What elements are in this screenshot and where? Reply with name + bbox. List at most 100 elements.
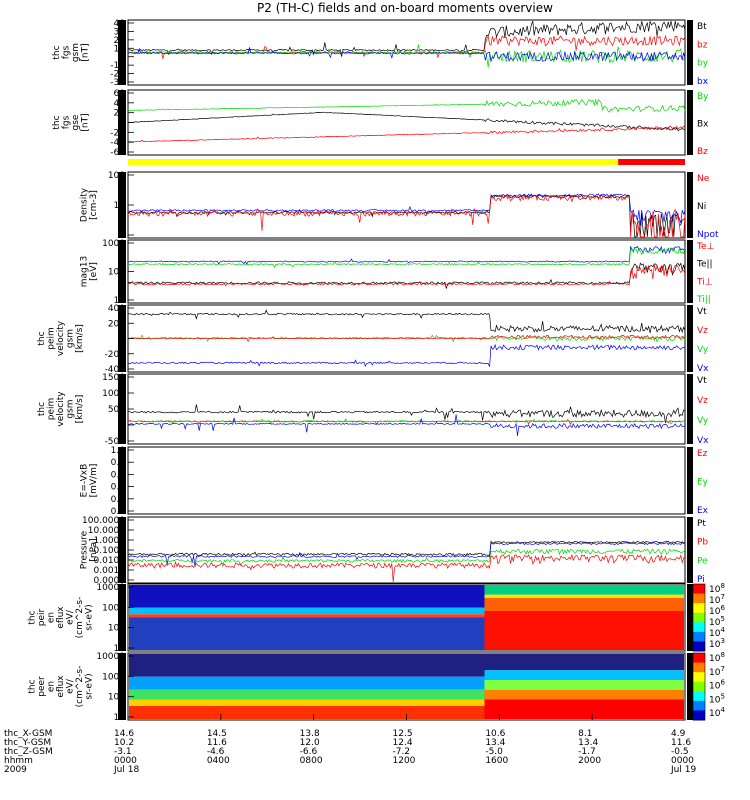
spectrogram-band (484, 689, 684, 700)
legend-entry: Ti⊥ (696, 277, 713, 287)
y-axis-label: mag13 [eV] (79, 256, 99, 287)
y-tick-label: -20 (110, 70, 125, 80)
legend-entry: Bt (697, 22, 707, 32)
y-axis-label-line: eflux (56, 675, 66, 698)
colorbar-segment (693, 593, 705, 604)
x-row-label: 2009 (4, 765, 27, 775)
x-axis-value: 13.4 (578, 738, 598, 748)
y-axis-label-line: mag13 (79, 256, 89, 287)
panel-9: 10810710610510410000100010010thcpeerenef… (28, 651, 726, 723)
y-tick-label: 1000 (102, 603, 125, 613)
x-axis-value: 8.1 (578, 729, 592, 739)
y-tick-label: -10 (110, 61, 125, 71)
y-tick-label: 1000 (102, 389, 125, 399)
y-axis-label-line: fgs (61, 115, 71, 129)
series-line-blue (127, 245, 686, 265)
series-line-green (127, 418, 686, 425)
spectrogram-band (129, 617, 486, 650)
y-tick-label: 500 (108, 405, 125, 415)
y-axis-label-line: sr-eV) (85, 604, 95, 630)
edge-block-left (118, 90, 126, 155)
y-axis-label-line: gse (71, 114, 81, 130)
series-line-black (127, 309, 686, 334)
x-axis-value: -6.6 (300, 747, 318, 757)
panel-3: Te⊥Te||Ti⊥Ti||100010010mag13[eV] (79, 239, 714, 306)
y-tick-label: 1500 (102, 373, 125, 383)
spectrogram-band (129, 585, 486, 608)
legend-entry: Vy (697, 345, 709, 355)
x-row-label: hhmm (4, 756, 33, 766)
y-axis-label-line: [eV] (89, 262, 99, 281)
panel-5: VtVzVyVx150010005000-500thcpeimvelocityg… (37, 373, 709, 447)
y-axis-label-line: (cm^2-s- (75, 666, 85, 708)
x-axis-value: 12.4 (393, 738, 413, 748)
y-axis-label-line: E=-VxB (79, 464, 89, 498)
y-tick-label: 10000 (96, 583, 125, 593)
x-axis-value: 2000 (578, 756, 601, 766)
edge-block-right (687, 653, 693, 720)
x-axis-value: 14.5 (207, 729, 227, 739)
panel-frame (127, 239, 686, 304)
y-tick-label: 0.0001 (94, 576, 126, 586)
x-axis-value: 1600 (485, 756, 508, 766)
panel-frame (127, 373, 686, 445)
x-row-label: thc_Z-GSM (4, 747, 53, 757)
y-axis-label-line: velocity (56, 391, 66, 427)
y-tick-label: 10000 (96, 652, 125, 662)
legend-entry: by (697, 59, 709, 69)
x-axis-value: 12.5 (393, 729, 413, 739)
colorbar-segment (693, 631, 705, 642)
legend-entry: Vy (697, 416, 709, 426)
colorbar-label: 105 (709, 692, 725, 705)
colorbar-segment (693, 681, 705, 692)
y-tick-label: 0.4 (111, 483, 126, 493)
colorbar-segment (693, 603, 705, 614)
y-axis-label-line: velocity (56, 320, 66, 356)
edge-block-right (687, 20, 693, 85)
x-axis-value: 12.0 (300, 738, 320, 748)
mode-bar-red (618, 159, 685, 165)
colorbar-segment (693, 612, 705, 623)
x-axis-value: 0400 (207, 756, 230, 766)
spectrogram-band (484, 680, 684, 690)
x-axis-value: -0.5 (671, 747, 689, 757)
y-axis-label-line: fgs (61, 45, 71, 59)
x-axis-value: 0000 (114, 756, 137, 766)
spectrogram-band (484, 598, 684, 611)
y-tick-label: 1000 (102, 672, 125, 682)
colorbar-segment (693, 662, 705, 673)
x-axis-value: 10.6 (485, 729, 505, 739)
y-tick-label: 0.0 (111, 507, 126, 517)
spectrogram-band (484, 585, 684, 595)
panel-frame (127, 89, 686, 156)
series-line-green (127, 246, 686, 268)
y-tick-label: 100.0000 (82, 516, 125, 526)
edge-block-right (687, 240, 693, 303)
series-line-blue (128, 414, 686, 436)
colorbar-segment (693, 641, 705, 652)
series-line-red (127, 194, 686, 238)
legend-entry: Ez (697, 449, 708, 459)
legend-entry: Pi (697, 575, 705, 585)
y-tick-label: 0.0100 (94, 556, 126, 566)
spectrogram-band (484, 670, 684, 680)
x-axis-value: 14.6 (114, 729, 134, 739)
x-axis-value: 10.2 (114, 738, 134, 748)
legend-entry: Te⊥ (696, 242, 715, 252)
x-axis-value: 0000 (671, 756, 694, 766)
series-line-green (127, 98, 686, 113)
y-axis-label: Density [cm-3] (79, 187, 99, 222)
x-axis-value: -3.1 (114, 747, 132, 757)
y-tick-label: 100 (108, 268, 125, 278)
panel-6: Ez Ey Ex 1.0 0.8 0.6 0.4 0.2 0.0 E=-VxB [mV/m] (79, 446, 708, 517)
spectrogram-band (129, 654, 486, 677)
x-axis-value: -1.7 (578, 747, 596, 757)
legend-entry: Vx (697, 364, 709, 374)
y-tick-label: -40 (110, 138, 125, 148)
x-row-label: thc_Y-GSM (4, 738, 51, 748)
colorbar-label: 107 (709, 665, 725, 678)
y-tick-label: 0.8 (111, 458, 126, 468)
y-axis-label-line: peir (37, 608, 47, 626)
y-tick-label: 10.0000 (88, 526, 125, 536)
